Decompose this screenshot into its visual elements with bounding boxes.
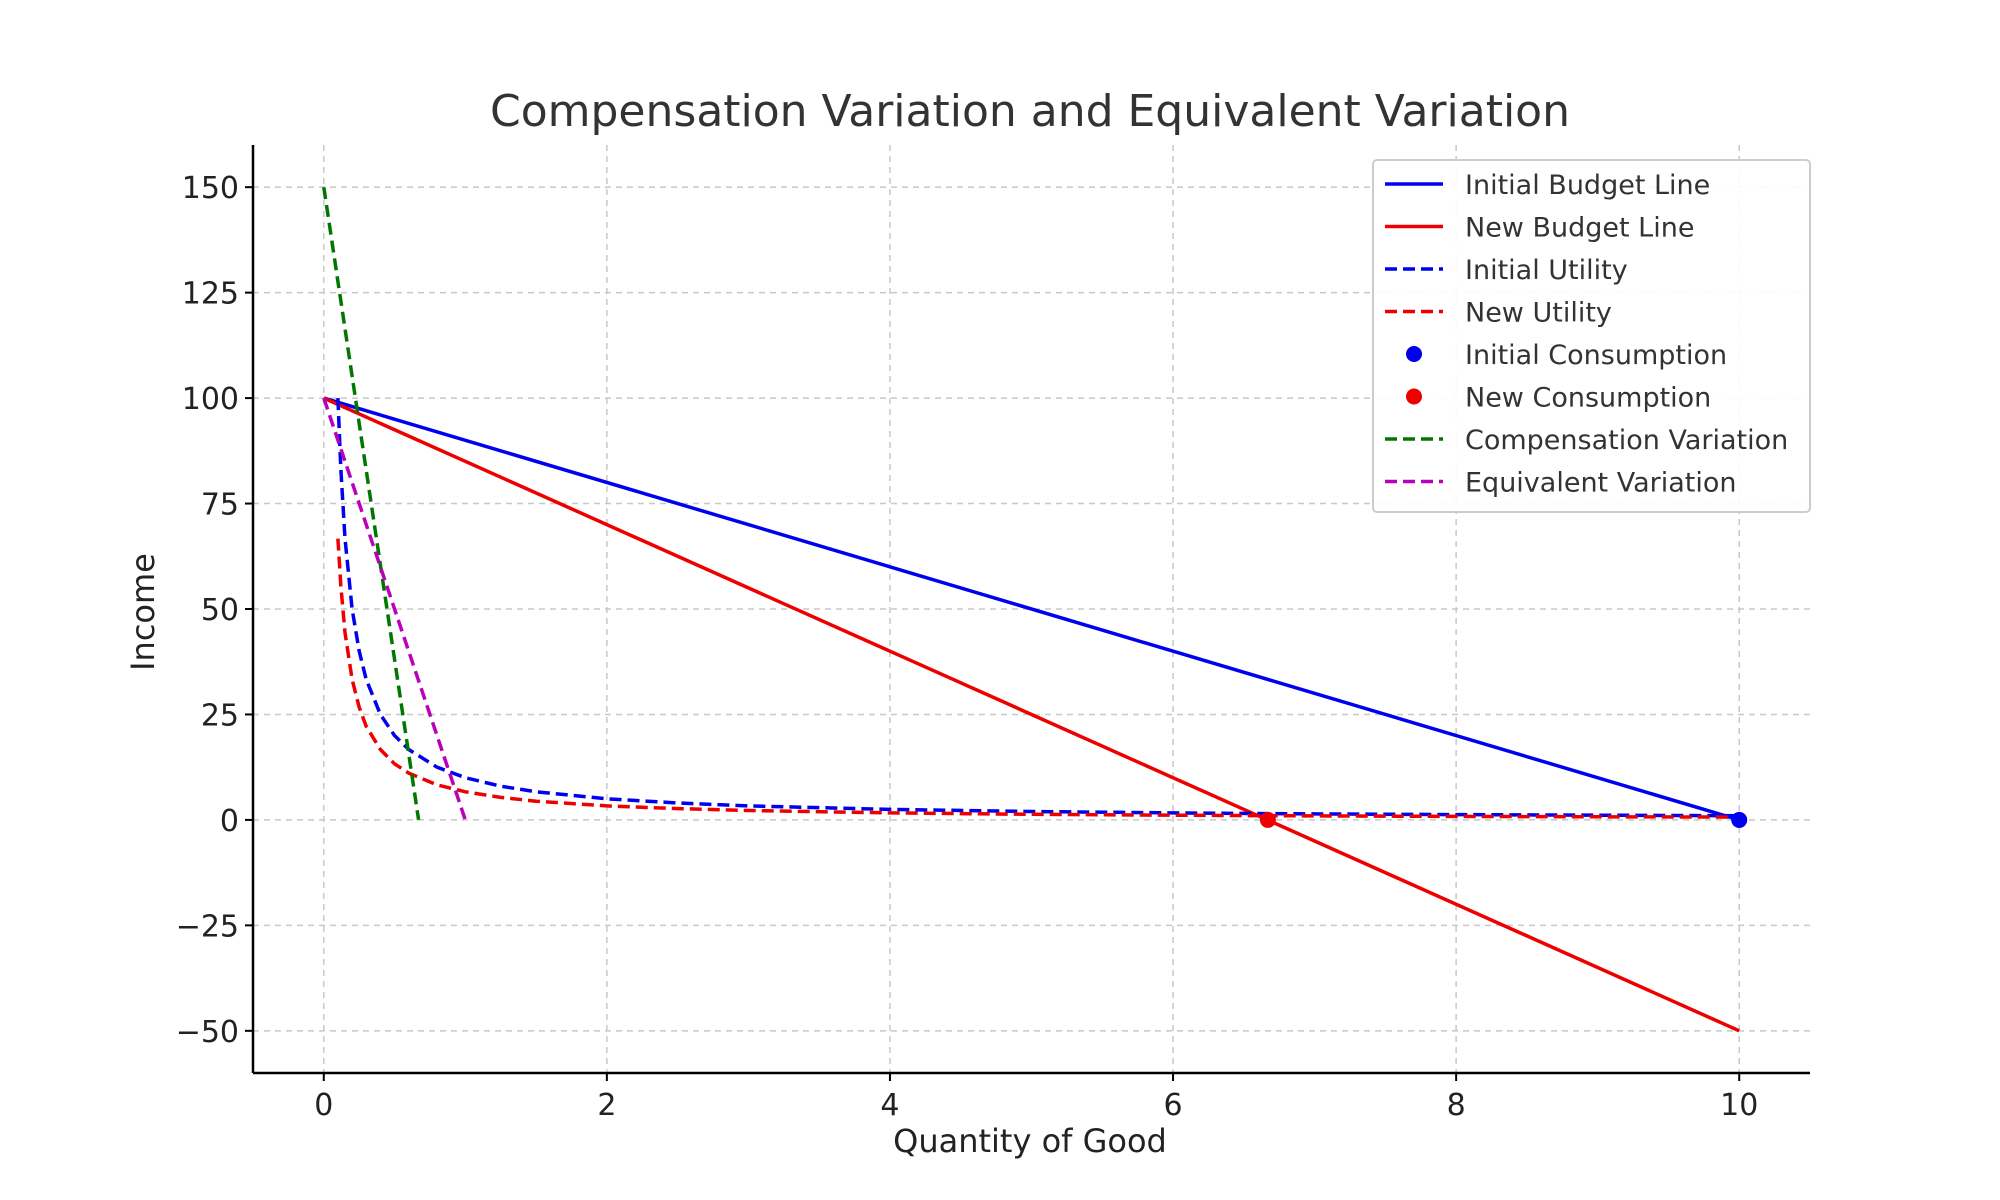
- legend-box: [1372, 159, 1811, 513]
- y-tick-label: 75: [201, 488, 239, 523]
- legend-label-new-utility: New Utility: [1465, 298, 1612, 329]
- compensation-variation-line: [322, 186, 421, 821]
- new-consumption-point: [1259, 811, 1276, 828]
- x-tick-label: 10: [1720, 1088, 1758, 1123]
- legend-label-new-budget-line: New Budget Line: [1465, 213, 1694, 244]
- legend-label-initial-budget-line: Initial Budget Line: [1465, 170, 1710, 201]
- legend-swatch-initial-consumption: [1406, 346, 1422, 362]
- x-tick-label: 0: [314, 1088, 333, 1123]
- y-tick-label: 100: [182, 382, 239, 417]
- y-tick-label: −25: [176, 909, 239, 944]
- legend-label-initial-consumption: Initial Consumption: [1465, 340, 1727, 371]
- x-tick-label: 4: [880, 1088, 899, 1123]
- x-tick-label: 2: [597, 1088, 616, 1123]
- legend-label-new-consumption: New Consumption: [1465, 383, 1711, 414]
- legend-label-compensation-variation: Compensation Variation: [1465, 425, 1788, 456]
- y-tick-label: 150: [182, 171, 239, 206]
- new-budget-line-line: [323, 396, 1740, 1033]
- x-tick-label: 6: [1163, 1088, 1182, 1123]
- legend-label-equivalent-variation: Equivalent Variation: [1465, 468, 1737, 499]
- y-tick-label: −50: [176, 1015, 239, 1050]
- y-tick-label: 25: [201, 698, 239, 733]
- chart-title: Compensation Variation and Equivalent Va…: [490, 86, 1570, 137]
- new-utility-line: [336, 538, 1740, 819]
- x-axis-label: Quantity of Good: [893, 1122, 1167, 1160]
- legend: Initial Budget Line New Budget Line Initia…: [1372, 159, 1811, 513]
- initial-utility-line: [336, 398, 1740, 818]
- y-axis-label: Income: [124, 553, 162, 671]
- equivalent-variation-line: [322, 397, 467, 821]
- y-tick-label: 0: [220, 804, 239, 839]
- legend-label-initial-utility: Initial Utility: [1465, 255, 1628, 286]
- x-tick-label: 8: [1447, 1088, 1466, 1123]
- y-tick-label: 125: [182, 277, 239, 312]
- y-tick-label: 50: [201, 593, 239, 628]
- initial-consumption-point: [1731, 811, 1748, 828]
- axes: 0 2 4 6 8 10 −50 −25 0 25 50 75 100 125 150: [176, 145, 1810, 1123]
- legend-swatch-new-consumption: [1406, 388, 1422, 405]
- plot-area: [322, 186, 1748, 1033]
- initial-budget-line-line: [323, 396, 1740, 822]
